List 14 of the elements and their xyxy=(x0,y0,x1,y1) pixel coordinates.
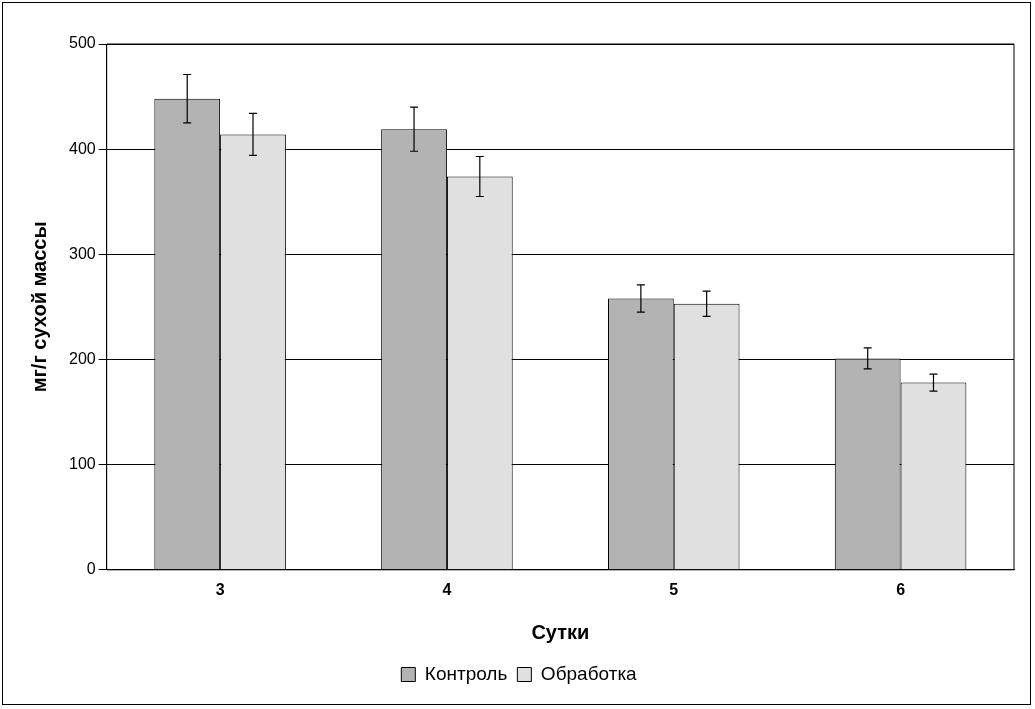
y-axis-title: мг/г сухой массы xyxy=(27,221,50,393)
x-tick-label: 4 xyxy=(442,580,452,598)
x-tick-label: 3 xyxy=(215,580,225,598)
legend-label: Обработка xyxy=(540,662,638,684)
y-tick-label: 400 xyxy=(68,139,96,157)
y-tick-label: 0 xyxy=(86,560,96,578)
legend-label: Контроль xyxy=(424,662,508,684)
y-tick-label: 200 xyxy=(68,349,96,367)
y-tick-label: 500 xyxy=(68,34,96,52)
y-tick-label: 300 xyxy=(68,244,96,262)
y-tick-label: 100 xyxy=(68,455,96,473)
x-tick-label: 5 xyxy=(669,580,679,598)
x-tick-label: 6 xyxy=(896,580,906,598)
x-axis-title: Сутки xyxy=(531,620,590,643)
